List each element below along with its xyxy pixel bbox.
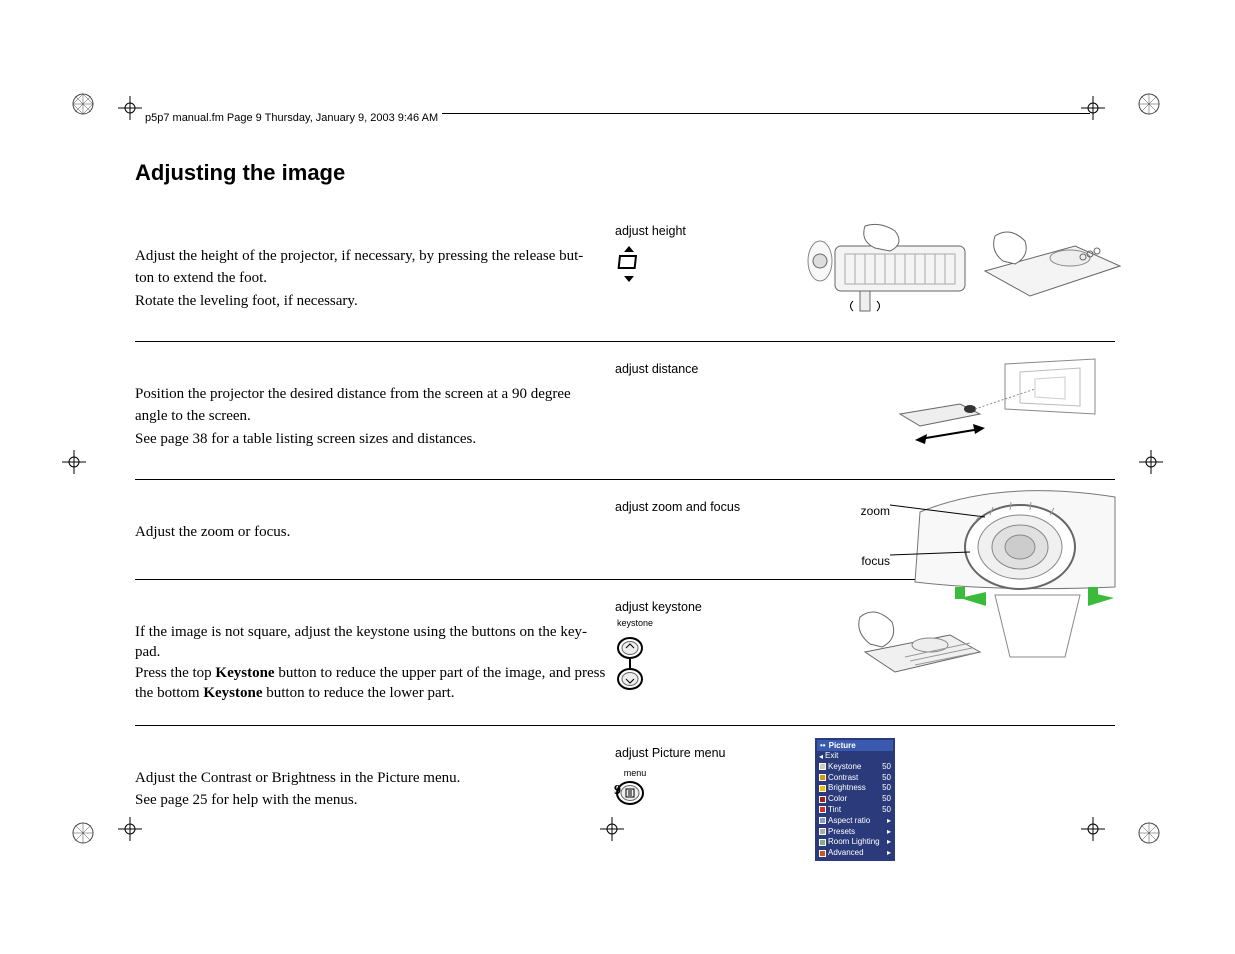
zoom-label: zoom <box>861 504 890 518</box>
menu-item: Tint 50 <box>817 805 893 816</box>
menu-item-icon <box>819 774 826 781</box>
menu-item: Contrast 50 <box>817 773 893 784</box>
menu-item-value: ▸ <box>887 816 891 827</box>
menu-item: Presets ▸ <box>817 827 893 838</box>
lens-illustration <box>890 487 1130 592</box>
menu-item-value: ▸ <box>887 837 891 848</box>
page-title: Adjusting the image <box>135 160 1115 186</box>
picture-menu-panel: ••Picture ◂ExitKeystone50Contrast50Brigh… <box>815 738 895 861</box>
menu-item: Aspect ratio ▸ <box>817 816 893 827</box>
frame-header: p5p7 manual.fm Page 9 Thursday, January … <box>145 113 1090 126</box>
menu-item-label: Exit <box>825 751 838 760</box>
section-adjust-distance: Position the projector the desired dista… <box>135 342 1115 480</box>
keystone-buttons-icon <box>615 636 805 694</box>
menu-item-icon: ◂ <box>819 752 823 759</box>
menu-item: Advanced ▸ <box>817 848 893 859</box>
menu-item-icon <box>819 828 826 835</box>
menu-item-label: Tint <box>828 805 841 814</box>
keystone-illustration <box>830 587 1130 697</box>
step-label: adjust keystone <box>615 600 805 614</box>
menu-item-value: ▸ <box>887 848 891 859</box>
menu-item-value: 50 <box>882 762 891 773</box>
height-arrows-icon <box>615 246 805 285</box>
menu-item-label: Aspect ratio <box>828 816 870 825</box>
menu-item-label: Keystone <box>828 762 861 771</box>
distance-illustration <box>885 354 1115 454</box>
projector-top-illustration <box>975 216 1125 316</box>
menu-item: ◂Exit <box>817 751 893 762</box>
menu-item-icon <box>819 763 826 770</box>
body-text: See page 38 for a table listing screen s… <box>135 429 615 449</box>
menu-item-icon <box>819 850 826 857</box>
crosshair-icon <box>62 450 86 474</box>
menu-item-value: 50 <box>882 773 891 784</box>
menu-item-label: Advanced <box>828 848 864 857</box>
reg-dot-icon <box>1138 93 1160 115</box>
step-label: adjust distance <box>615 362 805 376</box>
menu-item-value: ▸ <box>887 827 891 838</box>
icon-caption: menu <box>615 768 655 778</box>
frame-header-text: p5p7 manual.fm Page 9 Thursday, January … <box>145 112 442 124</box>
body-text: Adjust the zoom or focus. <box>135 522 615 542</box>
reg-dot-icon <box>1138 822 1160 844</box>
menu-item-label: Room Lighting <box>828 837 880 846</box>
body-text: Rotate the leveling foot, if necessary. <box>135 291 615 311</box>
icon-caption: keystone <box>615 618 655 628</box>
body-text: If the image is not square, adjust the k… <box>135 622 615 703</box>
section-adjust-zoom-focus: Adjust the zoom or focus. adjust zoom an… <box>135 480 1115 580</box>
menu-item: Keystone 50 <box>817 762 893 773</box>
step-label: adjust Picture menu <box>615 746 805 760</box>
step-label: adjust zoom and focus <box>615 500 805 514</box>
menu-item-label: Contrast <box>828 773 858 782</box>
section-picture-menu: Adjust the Contrast or Brightness in the… <box>135 726 1115 881</box>
section-adjust-keystone: If the image is not square, adjust the k… <box>135 580 1115 726</box>
menu-item-label: Presets <box>828 827 855 836</box>
crosshair-icon <box>118 96 142 120</box>
menu-item-value: 50 <box>882 805 891 816</box>
reg-dot-icon <box>72 93 94 115</box>
body-text: angle to the screen. <box>135 406 615 426</box>
body-text: Position the projector the desired dista… <box>135 384 615 404</box>
crosshair-icon <box>1139 450 1163 474</box>
menu-item-icon <box>819 817 826 824</box>
page-number: 9 <box>0 783 1235 799</box>
menu-title: Picture <box>829 741 856 750</box>
focus-label: focus <box>861 554 890 568</box>
body-text: ton to extend the foot. <box>135 268 615 288</box>
menu-item: Room Lighting ▸ <box>817 837 893 848</box>
step-label: adjust height <box>615 224 805 238</box>
body-text: Adjust the height of the projector, if n… <box>135 246 615 266</box>
reg-dot-icon <box>72 822 94 844</box>
section-adjust-height: Adjust the height of the projector, if n… <box>135 216 1115 342</box>
menu-item-icon <box>819 806 826 813</box>
menu-item-icon <box>819 839 826 846</box>
